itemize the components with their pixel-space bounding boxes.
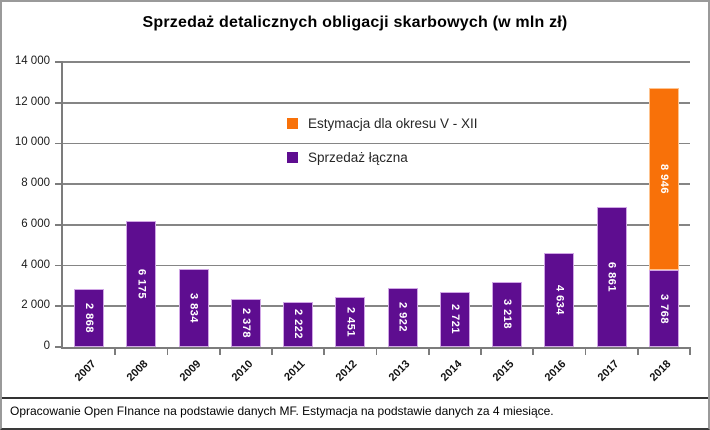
bar-2018: 3 768 (648, 270, 679, 347)
x-axis-label: 2017 (595, 358, 622, 384)
bar-value-label: 2 721 (448, 304, 461, 335)
x-axis-tick (218, 347, 221, 355)
x-axis-labels: 2007 2008 2009 2010 2011 2012 2013 2014 2015 2016… (61, 349, 690, 393)
y-axis-tick (55, 183, 63, 185)
gridline (63, 264, 690, 267)
bar-2012: 2 451 (335, 297, 366, 347)
y-axis-tick (55, 305, 63, 308)
y-tick-label: 2 000 (21, 299, 50, 312)
x-axis-label: 2007 (72, 358, 99, 384)
y-axis-tick (55, 101, 63, 104)
x-axis-tick (689, 347, 691, 355)
x-axis-label: 2009 (177, 358, 204, 384)
legend-label: Estymacja dla okresu V - XII (308, 116, 478, 131)
y-axis-tick (55, 142, 63, 145)
source-note: Opracowanie Open FInance na podstawie da… (2, 397, 708, 428)
bar-2010: 2 378 (230, 298, 261, 347)
bar-2014: 2 721 (439, 291, 470, 347)
y-tick-label: 12 000 (14, 95, 50, 108)
bar-value-label: 2 222 (292, 309, 305, 340)
gridline (63, 224, 690, 226)
gridline (63, 305, 690, 308)
y-tick-label: 4 000 (21, 258, 50, 271)
x-axis-tick (427, 347, 430, 355)
legend-swatch-orange (287, 118, 298, 129)
bar-2008: 6 175 (126, 221, 157, 347)
y-tick-label: 8 000 (21, 177, 50, 190)
bar-value-label: 3 834 (187, 292, 200, 323)
x-axis-label: 2012 (334, 358, 360, 384)
legend-item-estimate: Estymacja dla okresu V - XII (287, 116, 478, 131)
x-axis-label: 2018 (647, 358, 674, 384)
x-axis-label: 2015 (490, 358, 517, 384)
x-axis-label: 2016 (543, 358, 569, 384)
bar-value-label: 3 768 (657, 293, 670, 324)
x-axis-tick (114, 347, 117, 355)
gridline (63, 142, 690, 145)
bar-value-label: 2 868 (83, 302, 96, 333)
bar-value-label: 3 218 (501, 299, 514, 330)
x-axis-tick (323, 347, 326, 355)
gridline (63, 101, 690, 104)
x-axis-tick (636, 347, 639, 355)
plot-area: Estymacja dla okresu V - XII Sprzedaż łą… (55, 61, 691, 355)
y-axis-tick (55, 61, 63, 63)
x-axis-tick (584, 347, 587, 355)
bar-2017: 6 861 (596, 207, 627, 347)
y-tick-label: 10 000 (14, 136, 50, 149)
bar-value-label: 2 451 (344, 307, 357, 338)
bar-value-label: 6 861 (605, 262, 618, 293)
y-tick-label: 14 000 (14, 55, 50, 67)
bar-2016: 4 634 (544, 252, 575, 347)
x-axis-tick (375, 347, 378, 355)
x-axis-tick (271, 347, 273, 355)
y-axis-labels: 0 2 000 4 000 6 000 8 000 10 000 12 000 14 000 (2, 55, 54, 352)
bar-value-label: 6 175 (135, 269, 148, 300)
bar-2015: 3 218 (492, 281, 523, 347)
bar-2011: 2 222 (283, 301, 314, 347)
x-axis-tick (166, 347, 169, 355)
y-axis-tick (55, 224, 63, 226)
x-axis-label: 2008 (125, 358, 151, 384)
legend-item-total-sales: Sprzedaż łączna (287, 150, 478, 165)
x-axis-tick (480, 347, 482, 355)
legend-swatch-purple (287, 152, 298, 163)
bar-2013: 2 922 (387, 287, 418, 347)
legend: Estymacja dla okresu V - XII Sprzedaż łą… (287, 116, 478, 184)
legend-label: Sprzedaż łączna (308, 150, 408, 165)
x-axis-label: 2011 (282, 358, 308, 384)
x-axis-label: 2014 (438, 358, 465, 384)
bar-value-label: 8 946 (657, 164, 670, 195)
y-axis-tick (55, 264, 63, 267)
bar-value-label: 2 922 (396, 302, 409, 333)
bar-2018-estimate: 8 946 (648, 88, 679, 271)
bar-value-label: 4 634 (553, 284, 566, 315)
gridline (63, 61, 690, 63)
bar-2007: 2 868 (74, 288, 105, 347)
x-axis-label: 2010 (229, 358, 256, 384)
gridline (63, 183, 690, 185)
bar-value-label: 2 378 (239, 307, 252, 338)
y-tick-label: 0 (43, 340, 50, 352)
bar-2009: 3 834 (178, 268, 209, 347)
x-axis-tick (532, 347, 535, 355)
chart-title: Sprzedaż detalicznych obligacji skarbowy… (142, 14, 568, 31)
x-axis-label: 2013 (386, 358, 413, 384)
y-axis-tick (55, 346, 63, 348)
y-tick-label: 6 000 (21, 217, 50, 230)
